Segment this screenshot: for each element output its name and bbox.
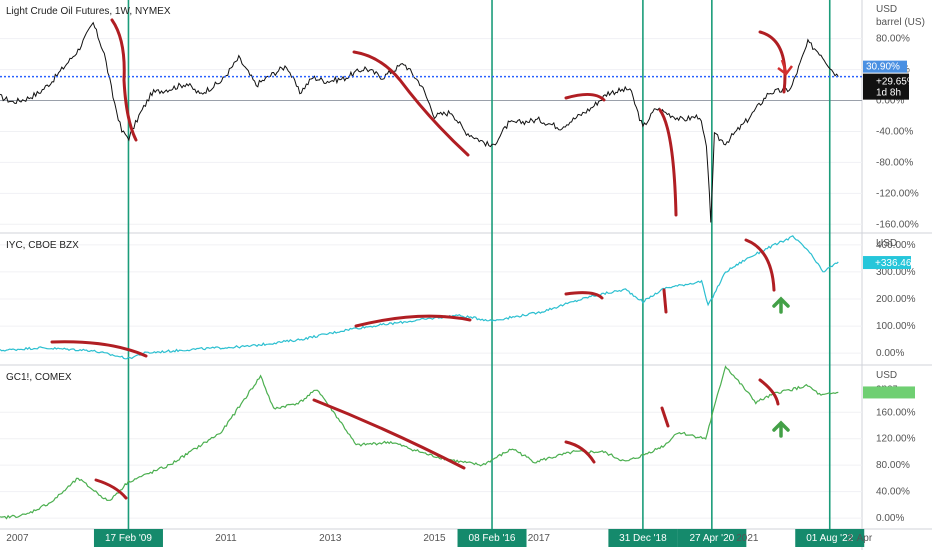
y-tick-label: 80.00% — [876, 34, 910, 45]
event-date-label: 01 Aug '22 — [806, 533, 853, 544]
trend-annotation-3 — [658, 108, 678, 217]
trend-annotation-4 — [758, 30, 787, 94]
event-date-badge — [677, 529, 747, 547]
price-badge-value: +336.46% — [875, 258, 920, 269]
y-tick-label: 0.00% — [876, 96, 904, 107]
trend-annotation-5 — [50, 340, 148, 358]
y-tick-label: 100.00% — [876, 321, 916, 332]
price-badge-top — [863, 60, 907, 73]
y-tick-label: 200.00% — [876, 294, 916, 305]
x-tick-label: 2021 — [736, 533, 759, 544]
series-line-2 — [0, 365, 839, 520]
y-tick-label: -40.00% — [876, 126, 913, 137]
y-tick-label: 40.00% — [876, 487, 910, 498]
up-arrow-icon — [772, 420, 790, 438]
price-axes: 80.00% 40.00% 0.00% -40.00% -80.00% -120.00% -… — [863, 4, 925, 524]
trend-annotation-7 — [564, 291, 604, 300]
y-tick-label: -120.00% — [876, 188, 919, 199]
y-tick-label: 0.00% — [876, 348, 904, 359]
y-tick-label: 400.00% — [876, 240, 916, 251]
event-lines — [127, 0, 831, 530]
x-tick-label: 2015 — [423, 533, 446, 544]
panel-title: Light Crude Oil Futures, 1W, NYMEX — [6, 6, 171, 17]
event-date-badge — [93, 529, 163, 547]
panel-title: IYC, CBOE BZX — [6, 240, 79, 251]
x-tick-label: Apr — [857, 533, 873, 544]
y-tick-label: 80.00% — [876, 460, 910, 471]
trend-annotation-6 — [354, 314, 472, 328]
panel-title: GC1!, COMEX — [6, 372, 72, 383]
x-tick-label: 2013 — [319, 533, 342, 544]
y-tick-label: -160.00% — [876, 219, 919, 230]
price-badge-top-label: 30.90% — [866, 62, 900, 73]
axis-subtitle: barrel (US) — [876, 17, 925, 28]
trend-annotation-12 — [564, 440, 596, 464]
axis-title: USD — [876, 4, 897, 15]
price-badge-current — [863, 73, 909, 100]
price-badge-countdown: 1d 8h — [876, 88, 901, 99]
event-date-badge — [608, 529, 678, 547]
trend-annotation-0 — [110, 18, 138, 142]
price-badge-iyc — [863, 256, 911, 270]
series-line-0 — [0, 21, 839, 223]
x-tick-label: 2017 — [528, 533, 551, 544]
down-arrow-icon — [777, 59, 793, 76]
time-axis: 17 Feb '09 08 Feb '16 31 Dec '18 27 Apr '20… — [6, 529, 873, 547]
event-date-label: 27 Apr '20 — [689, 533, 734, 544]
trend-annotation-8 — [662, 288, 668, 314]
axis-title: USD — [876, 238, 897, 249]
x-tick-label: 3 — [847, 533, 853, 544]
trend-annotation-1 — [352, 50, 470, 157]
event-date-label: 31 Dec '18 — [619, 533, 667, 544]
y-tick-label: 120.00% — [876, 434, 916, 445]
y-tick-label: -80.00% — [876, 157, 913, 168]
trend-annotation-2 — [564, 93, 606, 102]
annotation-layer — [0, 18, 862, 500]
up-arrow-icon — [772, 296, 790, 314]
panel-titles: Light Crude Oil Futures, 1W, NYMEX IYC, C… — [6, 6, 171, 383]
x-tick-label: 2011 — [215, 533, 237, 544]
trend-annotation-9 — [744, 238, 776, 292]
y-tick-label: 300.00% — [876, 267, 916, 278]
y-tick-label: 160.00% — [876, 407, 916, 418]
axis-title: USD — [876, 370, 897, 381]
trend-annotation-14 — [758, 378, 780, 406]
trend-annotation-10 — [94, 478, 128, 500]
price-badge-value: +29.65% — [876, 77, 916, 88]
y-tick-label: 0.00% — [876, 513, 904, 524]
x-tick-label: 2007 — [6, 533, 29, 544]
event-date-badge — [795, 529, 865, 547]
event-date-label: 17 Feb '09 — [105, 533, 152, 544]
event-date-label: 08 Feb '16 — [469, 533, 516, 544]
trend-annotation-13 — [660, 406, 670, 428]
trend-annotation-11 — [312, 398, 466, 470]
event-date-badge — [457, 529, 527, 547]
price-badge-gold — [863, 386, 915, 399]
